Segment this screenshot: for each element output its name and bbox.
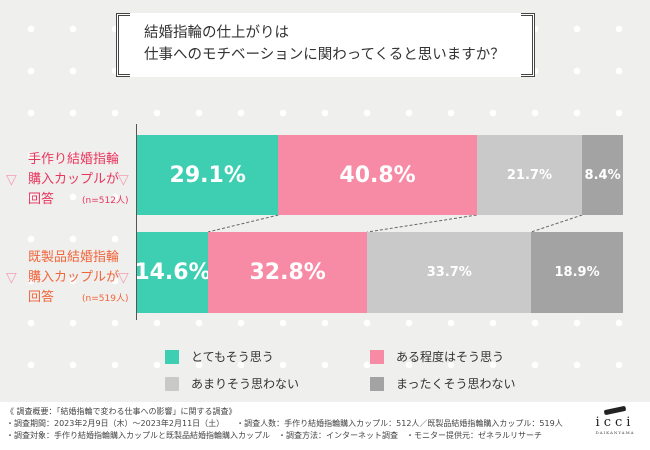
group-label-line3: 回答 [28, 192, 55, 207]
legend-label: とてもそう思う [191, 350, 274, 364]
bar-segment: 32.8% [207, 232, 368, 313]
bar-segment: 18.9% [531, 232, 623, 313]
data-label: 8.4% [584, 167, 621, 183]
legend-swatch [165, 376, 179, 391]
data-label: 14.6% [134, 260, 211, 285]
bar-segment: 21.7% [476, 135, 583, 215]
legend-swatch [370, 349, 384, 364]
connector-line [530, 214, 583, 233]
group-label-line1: 手作り結婚指輪 [28, 152, 120, 167]
footer-line-1: 《 調査概要：「結婚指輪で変わる仕事への影響」に関する調査》 [6, 407, 237, 416]
legend-item-strongly-disagree: まったくそう思わない [370, 375, 516, 392]
group-label-line2: 購入カップルが [28, 172, 120, 187]
bar-segment: 40.8% [278, 135, 477, 215]
bar-segment: 33.7% [367, 232, 532, 313]
legend-swatch [165, 349, 179, 364]
title-line-2: 仕事へのモチベーションに関わってくると思いますか？ [144, 47, 505, 63]
legend-item-somewhat-disagree: あまりそう思わない [165, 375, 299, 392]
logo-text: icci [595, 415, 635, 430]
survey-footer: 《 調査概要：「結婚指輪で変わる仕事への影響」に関する調査》 ・調査期間：202… [0, 402, 650, 450]
legend-item-strongly-agree: とてもそう思う [165, 348, 274, 365]
bar-segment: 14.6% [134, 232, 211, 313]
group-label-line1: 既製品結婚指輪 [28, 250, 120, 265]
legend-label: まったくそう思わない [396, 377, 516, 391]
right-bracket [521, 13, 535, 77]
left-bracket [116, 13, 130, 77]
bar-segment: 8.4% [582, 135, 623, 215]
data-label: 40.8% [339, 162, 416, 188]
triangle-icon: ▽ [6, 172, 17, 188]
data-label: 33.7% [426, 265, 472, 280]
group-label-handmade: 手作り結婚指輪 購入カップルが 回答 (n=512人) ▽ ▽ [6, 150, 129, 211]
legend-item-somewhat-agree: ある程度はそう思う [370, 348, 504, 365]
brand-logo: icci DAIKANYAMA [590, 404, 640, 435]
axis-left [136, 124, 137, 320]
footer-line-2: ・調査期間：2023年2月9日（木）～2023年2月11日（土） ・調査人数：手… [6, 419, 563, 428]
data-label: 29.1% [169, 162, 246, 188]
bar-segment: 29.1% [137, 135, 279, 215]
group-label-line3: 回答 [28, 290, 55, 305]
sample-size: (n=519人) [82, 294, 129, 304]
triangle-icon: ▽ [6, 270, 17, 286]
data-label: 18.9% [554, 265, 600, 280]
data-label: 21.7% [506, 167, 552, 183]
legend-label: ある程度はそう思う [396, 350, 505, 364]
logo-subtext: DAIKANYAMA [595, 430, 635, 435]
group-label-line2: 購入カップルが [28, 270, 120, 285]
connector-line [207, 214, 279, 233]
footer-line-3: ・調査対象：手作り結婚指輪購入カップルと既製品結婚指輪購入カップル ・調査方法：… [6, 431, 542, 440]
connector-line [367, 214, 477, 233]
question-title-box: 結婚指輪の仕上がりは仕事へのモチベーションに関わってくると思いますか？ [116, 13, 535, 77]
data-label: 32.8% [249, 260, 326, 285]
sample-size: (n=512人) [82, 196, 129, 206]
group-label-readymade: 既製品結婚指輪 購入カップルが 回答 (n=519人) ▽ ▽ [6, 248, 129, 309]
triangle-icon: ▽ [118, 172, 129, 188]
legend-label: あまりそう思わない [191, 377, 300, 391]
triangle-icon: ▽ [118, 270, 129, 286]
legend-swatch [370, 376, 384, 391]
title-line-1: 結婚指輪の仕上がりは [144, 25, 289, 41]
